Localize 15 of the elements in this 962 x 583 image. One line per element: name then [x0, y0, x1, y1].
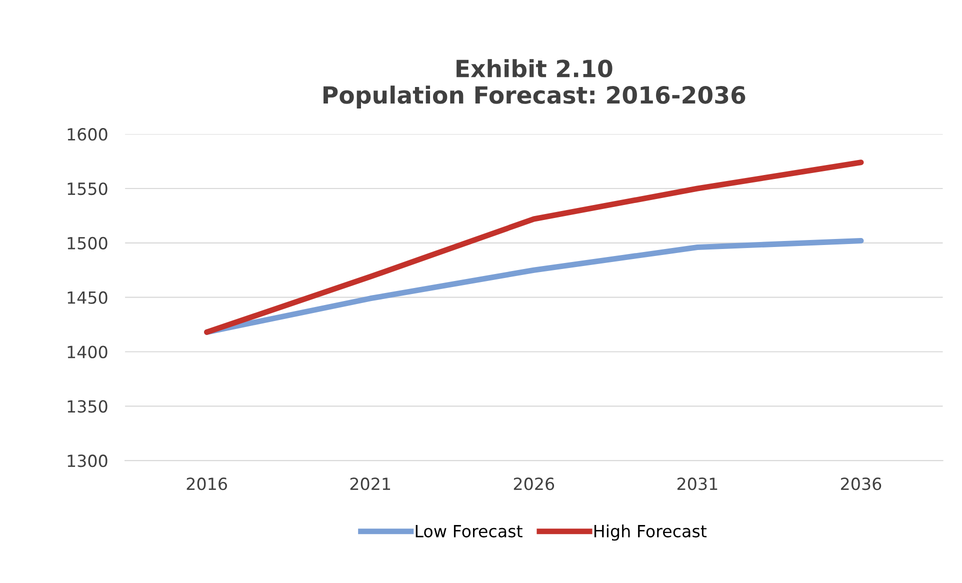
chart-title: Exhibit 2.10 Population Forecast: 2016-2036 [324, 59, 746, 108]
y-tick-label: 1300 [68, 454, 108, 468]
y-tick-label: 1450 [68, 291, 108, 304]
legend-label: High Forecast [594, 524, 707, 541]
x-tick-label: 2036 [841, 478, 882, 490]
x-tick-label: 2021 [350, 478, 390, 490]
y-tick-label: 1550 [68, 182, 108, 196]
x-tick-label: 2026 [514, 478, 554, 490]
x-tick-label: 2016 [186, 478, 227, 490]
y-tick-label: 1350 [68, 400, 108, 413]
y-tick-label: 1500 [68, 236, 108, 250]
y-tick-label: 1400 [68, 346, 108, 358]
y-tick-label: 1600 [68, 128, 108, 141]
legend-label: Low Forecast [416, 525, 522, 538]
x-tick-label: 2031 [677, 478, 718, 490]
